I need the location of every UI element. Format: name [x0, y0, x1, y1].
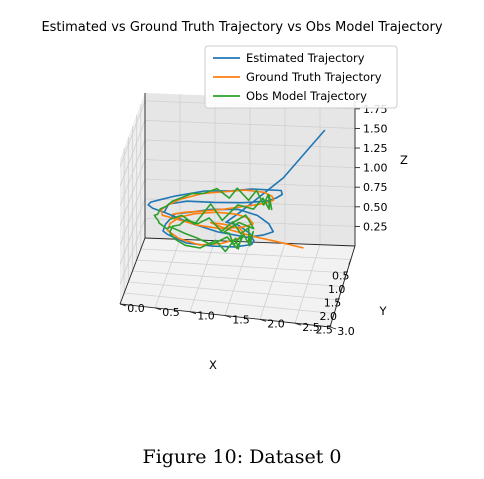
grid-z-back: [144, 120, 356, 129]
y-tick-label: 0.5: [162, 306, 180, 319]
x-tick-label: 0.5: [332, 270, 350, 283]
z-tick-label: 1.00: [363, 162, 388, 175]
legend-label-estimated: Estimated Trajectory: [246, 51, 365, 65]
y-tick-label: 3.0: [337, 325, 355, 338]
z-tick-label: 0.50: [363, 201, 388, 214]
grid-y-floor: [259, 243, 286, 320]
chart-title: Estimated vs Ground Truth Trajectory vs …: [41, 20, 443, 35]
z-tick-label: 1.50: [363, 122, 388, 135]
series-line-2: [153, 187, 273, 253]
grid-z-left: [119, 139, 146, 207]
legend-label-ground-truth: Ground Truth Trajectory: [246, 70, 382, 84]
x-tick-mark: [331, 313, 335, 319]
y-tick-label: 2.0: [267, 317, 285, 330]
x-tick-label: 1.5: [324, 297, 342, 310]
grid-z-back: [144, 159, 356, 169]
z-tick-label: 0.75: [363, 181, 388, 194]
axis-edge: [119, 237, 146, 305]
series-lines: [147, 129, 326, 253]
grid-z-left: [119, 218, 146, 285]
x-tick-mark: [340, 286, 343, 292]
grid-y-floor: [189, 240, 216, 312]
y-tick-mark: [329, 326, 337, 330]
y-tick-label: 2.5: [302, 321, 320, 334]
grid-y-floor: [294, 244, 321, 324]
x-axis-label: X: [209, 358, 217, 372]
grid-y-floor: [154, 239, 181, 308]
figure-caption: Figure 10: Dataset 0: [142, 446, 342, 468]
x-tick-mark: [348, 259, 352, 265]
axis-labels: X Y Z: [209, 153, 408, 372]
series-line-1: [160, 189, 304, 249]
z-tick-label: 1.25: [363, 142, 388, 155]
y-tick-mark: [154, 307, 162, 311]
y-tick-label: 0.0: [127, 302, 145, 315]
legend-box: [204, 45, 398, 109]
y-tick-mark: [224, 315, 232, 318]
grid-z-back: [144, 139, 356, 149]
z-axis-label: Z: [400, 153, 408, 167]
legend: Estimated Trajectory Ground Truth Trajec…: [204, 45, 398, 109]
grid-z-left: [119, 198, 146, 265]
grid-z-back: [144, 178, 356, 188]
legend-label-obs-model: Obs Model Trajectory: [246, 89, 367, 103]
y-tick-mark: [259, 318, 267, 322]
plot-3d: 2.52.01.51.00.50.0 0.5 1.0 1.5 2.0 2.5 3.00.25…: [119, 45, 408, 372]
y-tick-label: 1.0: [197, 310, 215, 323]
y-tick-mark: [119, 303, 127, 307]
pane-floor: [120, 238, 355, 327]
z-tick-label: 0.25: [363, 220, 388, 233]
grid-y-floor: [224, 241, 251, 316]
y-tick-mark: [294, 322, 302, 326]
x-tick-label: 2.5: [315, 324, 333, 337]
y-tick-label: 1.5: [232, 314, 250, 327]
x-tick-label: 2.0: [320, 310, 338, 323]
x-tick-mark: [344, 272, 348, 279]
grid-z-left: [119, 100, 146, 167]
x-tick-label: 1.0: [328, 283, 346, 296]
grid-z-left: [119, 179, 146, 246]
x-tick-mark: [335, 299, 339, 306]
y-tick-mark: [189, 311, 197, 315]
grid-z-left: [119, 159, 146, 226]
y-axis-label: Y: [378, 304, 387, 318]
grid-z-left: [119, 120, 146, 187]
